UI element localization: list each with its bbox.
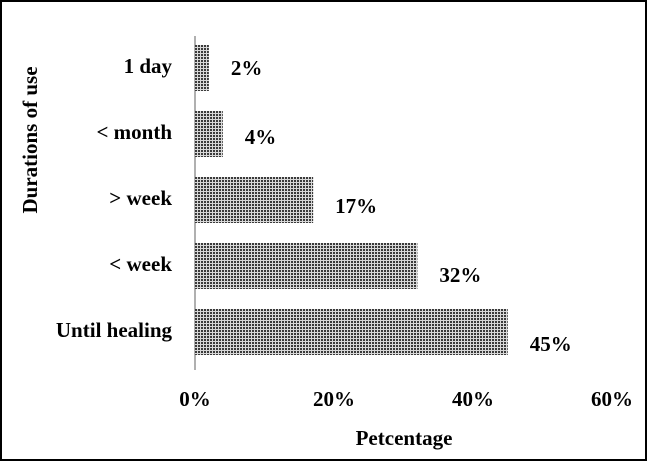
y-tick-label: < month <box>96 120 172 144</box>
bar <box>195 177 314 223</box>
value-label: 32% <box>439 263 481 287</box>
bar <box>195 45 209 91</box>
x-tick-label: 0% <box>179 387 211 411</box>
value-label: 2% <box>231 56 263 80</box>
x-axis-label: Petcentage <box>356 426 453 450</box>
y-tick-label: Until healing <box>56 318 173 342</box>
bar <box>195 111 223 157</box>
y-tick-label: < week <box>109 252 172 276</box>
value-label: 4% <box>245 125 276 149</box>
bar <box>195 309 508 355</box>
x-tick-label: 40% <box>452 387 494 411</box>
x-tick-label: 20% <box>313 387 355 411</box>
x-tick-label: 60% <box>591 387 633 411</box>
y-tick-label: > week <box>109 186 172 210</box>
y-axis-label: Durations of use <box>18 66 42 213</box>
value-label: 45% <box>530 332 572 356</box>
bar <box>195 243 418 289</box>
value-label: 17% <box>335 194 377 218</box>
y-tick-label: 1 day <box>124 54 173 78</box>
